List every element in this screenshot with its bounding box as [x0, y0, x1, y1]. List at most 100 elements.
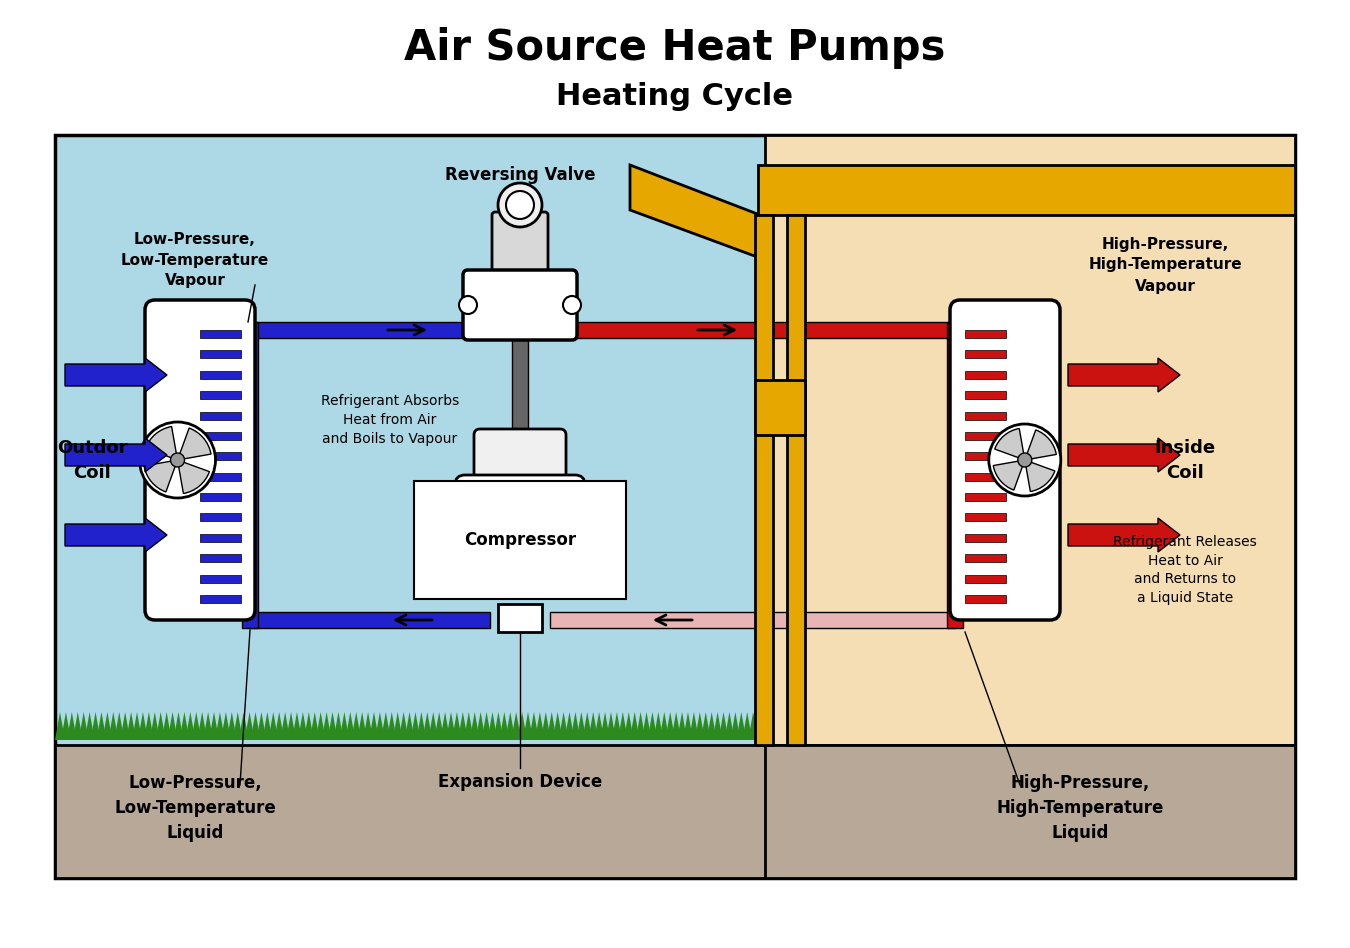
Text: Outdor
Coil: Outdor Coil — [57, 439, 127, 482]
Polygon shape — [517, 712, 526, 740]
Bar — [512, 340, 528, 435]
Bar — [549, 612, 954, 628]
FancyArrow shape — [1068, 358, 1180, 392]
Polygon shape — [440, 712, 450, 740]
Polygon shape — [678, 712, 687, 740]
Wedge shape — [994, 460, 1025, 490]
Polygon shape — [683, 712, 693, 740]
Polygon shape — [358, 712, 367, 740]
Bar — [250, 322, 464, 338]
Bar — [55, 135, 1295, 878]
Polygon shape — [410, 712, 420, 740]
Polygon shape — [475, 712, 486, 740]
Bar — [575, 322, 954, 338]
Bar — [965, 473, 1006, 481]
Polygon shape — [351, 712, 362, 740]
Polygon shape — [185, 712, 196, 740]
Bar — [965, 392, 1006, 399]
Circle shape — [139, 422, 216, 498]
Polygon shape — [68, 712, 77, 740]
Polygon shape — [589, 712, 598, 740]
Text: High-Pressure,
High-Temperature
Vapour: High-Pressure, High-Temperature Vapour — [1088, 236, 1242, 294]
Bar — [55, 745, 1295, 878]
Polygon shape — [760, 712, 770, 740]
Bar — [250, 612, 490, 628]
Polygon shape — [162, 712, 171, 740]
Polygon shape — [512, 712, 521, 740]
Polygon shape — [286, 712, 296, 740]
Polygon shape — [730, 712, 740, 740]
Circle shape — [988, 424, 1061, 496]
Polygon shape — [522, 712, 533, 740]
Polygon shape — [339, 712, 350, 740]
Polygon shape — [666, 712, 675, 740]
Polygon shape — [659, 712, 670, 740]
Polygon shape — [671, 712, 682, 740]
Polygon shape — [547, 712, 556, 740]
Polygon shape — [500, 712, 509, 740]
Polygon shape — [197, 712, 207, 740]
Circle shape — [498, 183, 541, 227]
Polygon shape — [446, 712, 456, 740]
Bar — [242, 322, 258, 628]
Polygon shape — [386, 712, 397, 740]
Polygon shape — [559, 712, 568, 740]
Polygon shape — [192, 712, 201, 740]
Bar — [200, 555, 240, 562]
FancyBboxPatch shape — [474, 429, 566, 496]
Polygon shape — [375, 712, 385, 740]
Polygon shape — [653, 712, 663, 740]
Bar — [965, 330, 1006, 338]
Polygon shape — [393, 712, 402, 740]
Wedge shape — [1025, 460, 1054, 491]
Polygon shape — [144, 712, 154, 740]
FancyBboxPatch shape — [463, 270, 576, 340]
Polygon shape — [78, 712, 89, 740]
Polygon shape — [641, 712, 652, 740]
Polygon shape — [571, 712, 580, 740]
Polygon shape — [428, 712, 439, 740]
Circle shape — [563, 296, 580, 314]
Bar — [965, 452, 1006, 461]
Polygon shape — [493, 712, 504, 740]
Text: Refrigerant Absorbs
Heat from Air
and Boils to Vapour: Refrigerant Absorbs Heat from Air and Bo… — [321, 393, 459, 447]
FancyArrow shape — [1068, 438, 1180, 472]
Bar — [965, 514, 1006, 521]
FancyBboxPatch shape — [144, 300, 255, 620]
Bar — [200, 330, 240, 338]
Polygon shape — [256, 712, 266, 740]
Wedge shape — [177, 428, 211, 460]
Polygon shape — [736, 712, 747, 740]
Polygon shape — [529, 712, 539, 740]
Polygon shape — [482, 712, 491, 740]
Polygon shape — [416, 712, 427, 740]
Polygon shape — [138, 712, 148, 740]
Polygon shape — [262, 712, 273, 740]
Polygon shape — [239, 712, 248, 740]
Text: Reversing Valve: Reversing Valve — [444, 166, 595, 184]
Polygon shape — [85, 712, 94, 740]
Polygon shape — [630, 165, 760, 258]
Circle shape — [170, 453, 185, 467]
Polygon shape — [202, 712, 213, 740]
Polygon shape — [221, 712, 231, 740]
Bar — [965, 534, 1006, 542]
Polygon shape — [464, 712, 474, 740]
Wedge shape — [995, 428, 1025, 460]
Polygon shape — [333, 712, 343, 740]
Polygon shape — [244, 712, 255, 740]
Bar — [765, 745, 1295, 878]
Bar — [765, 135, 1295, 745]
Polygon shape — [103, 712, 112, 740]
Polygon shape — [398, 712, 409, 740]
Bar — [200, 411, 240, 420]
Wedge shape — [144, 460, 177, 492]
Polygon shape — [629, 712, 640, 740]
FancyArrow shape — [65, 518, 167, 552]
Bar — [965, 351, 1006, 358]
Bar — [757, 165, 1295, 215]
Bar — [200, 493, 240, 501]
Polygon shape — [180, 712, 189, 740]
Polygon shape — [541, 712, 551, 740]
Bar — [946, 322, 963, 628]
